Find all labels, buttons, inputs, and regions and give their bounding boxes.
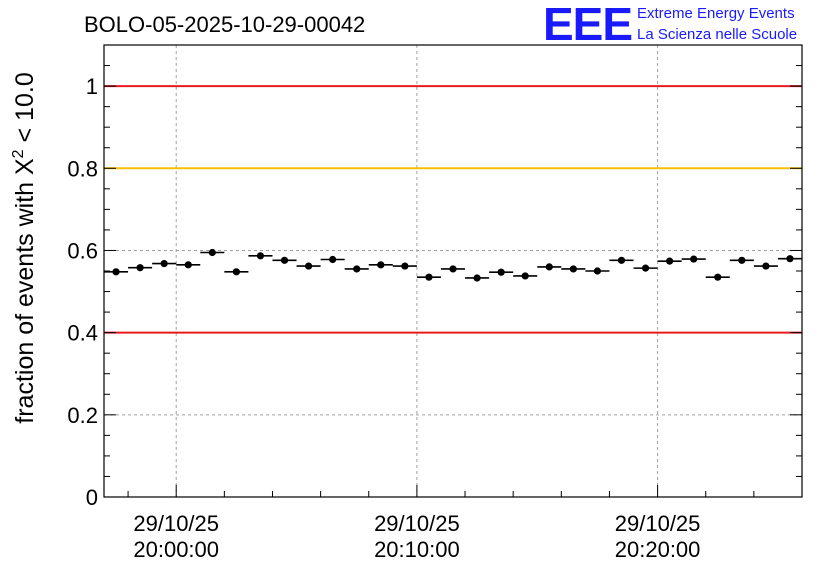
data-point xyxy=(729,256,754,264)
y-axis-label-main: fraction of events with X xyxy=(11,158,39,424)
data-point xyxy=(248,252,273,260)
data-point-marker xyxy=(473,274,481,282)
data-point-marker xyxy=(666,257,674,265)
data-point-marker xyxy=(714,273,722,281)
data-point-marker xyxy=(401,262,409,270)
data-point-marker xyxy=(593,267,602,275)
data-point-marker xyxy=(617,256,626,264)
data-point-marker xyxy=(425,273,433,281)
data-point xyxy=(537,263,562,271)
data-point-marker xyxy=(641,264,650,272)
data-point xyxy=(585,267,610,275)
data-point xyxy=(320,255,345,264)
data-point xyxy=(152,260,177,268)
data-point xyxy=(609,256,634,264)
y-axis-label-tail: < 10.0 xyxy=(11,72,39,149)
data-point xyxy=(777,255,802,263)
data-point-marker xyxy=(521,272,529,280)
data-point-marker xyxy=(280,256,289,264)
data-point xyxy=(753,262,778,270)
data-point xyxy=(416,273,441,281)
data-point-marker xyxy=(497,268,505,276)
data-point-marker xyxy=(738,256,746,264)
data-point-marker xyxy=(449,265,457,273)
reference-lines xyxy=(104,85,802,334)
data-point xyxy=(104,268,129,276)
x-tick-time-label: 20:20:00 xyxy=(615,537,701,562)
data-point-marker xyxy=(762,262,770,270)
data-point xyxy=(465,274,490,282)
data-point xyxy=(657,257,682,265)
y-tick-label: 1 xyxy=(86,74,98,99)
data-point-marker xyxy=(690,255,698,263)
data-point xyxy=(296,262,321,270)
x-tick-time-label: 20:00:00 xyxy=(133,537,219,562)
data-point xyxy=(368,261,393,269)
data-point-marker xyxy=(786,255,794,263)
data-point xyxy=(513,272,538,280)
y-axis-label: fraction of events with X2 < 10.0 xyxy=(10,72,39,423)
data-point xyxy=(681,255,706,263)
data-point-marker xyxy=(545,263,553,271)
y-tick-label: 0.8 xyxy=(67,156,98,181)
data-point-marker xyxy=(136,264,144,272)
data-point-marker xyxy=(160,260,168,268)
x-tick-date-label: 29/10/25 xyxy=(374,511,460,536)
data-point xyxy=(128,264,153,272)
data-point-marker xyxy=(208,248,216,257)
data-point-marker xyxy=(329,255,337,264)
y-tick-label: 0.4 xyxy=(67,321,98,346)
data-point-marker xyxy=(232,268,240,276)
data-point xyxy=(392,262,417,270)
y-tick-label: 0.6 xyxy=(67,238,98,263)
logo-line-1: Extreme Energy Events xyxy=(637,5,795,22)
data-point xyxy=(561,265,586,273)
data-point xyxy=(224,268,249,276)
data-point xyxy=(440,265,466,273)
logo-mark: EEE xyxy=(543,0,632,50)
y-axis-label-sup: 2 xyxy=(10,149,27,158)
y-tick-label: 0.2 xyxy=(67,403,98,428)
eee-logo: EEE Extreme Energy Events La Scienza nel… xyxy=(543,0,797,50)
data-point-marker xyxy=(569,265,577,273)
data-point xyxy=(489,268,514,276)
data-point xyxy=(633,264,658,272)
data-point xyxy=(176,261,201,269)
chart-title: BOLO-05-2025-10-29-00042 xyxy=(84,12,365,37)
x-tick-date-label: 29/10/25 xyxy=(133,511,219,536)
data-points xyxy=(104,248,802,282)
logo-line-2: La Scienza nelle Scuole xyxy=(637,26,797,43)
data-point xyxy=(272,256,297,264)
data-point-marker xyxy=(256,252,265,260)
axis-ticks: 00.20.40.60.8129/10/2520:00:0029/10/2520… xyxy=(67,44,803,562)
data-point xyxy=(344,265,369,273)
data-point-marker xyxy=(353,265,361,273)
x-tick-time-label: 20:10:00 xyxy=(374,537,460,562)
data-point xyxy=(200,248,225,257)
data-point-marker xyxy=(184,261,192,269)
data-point-marker xyxy=(112,268,120,276)
data-point-marker xyxy=(377,261,385,269)
data-point xyxy=(705,273,730,281)
data-point-marker xyxy=(304,262,313,270)
y-tick-label: 0 xyxy=(86,485,98,510)
x-tick-date-label: 29/10/25 xyxy=(615,511,701,536)
